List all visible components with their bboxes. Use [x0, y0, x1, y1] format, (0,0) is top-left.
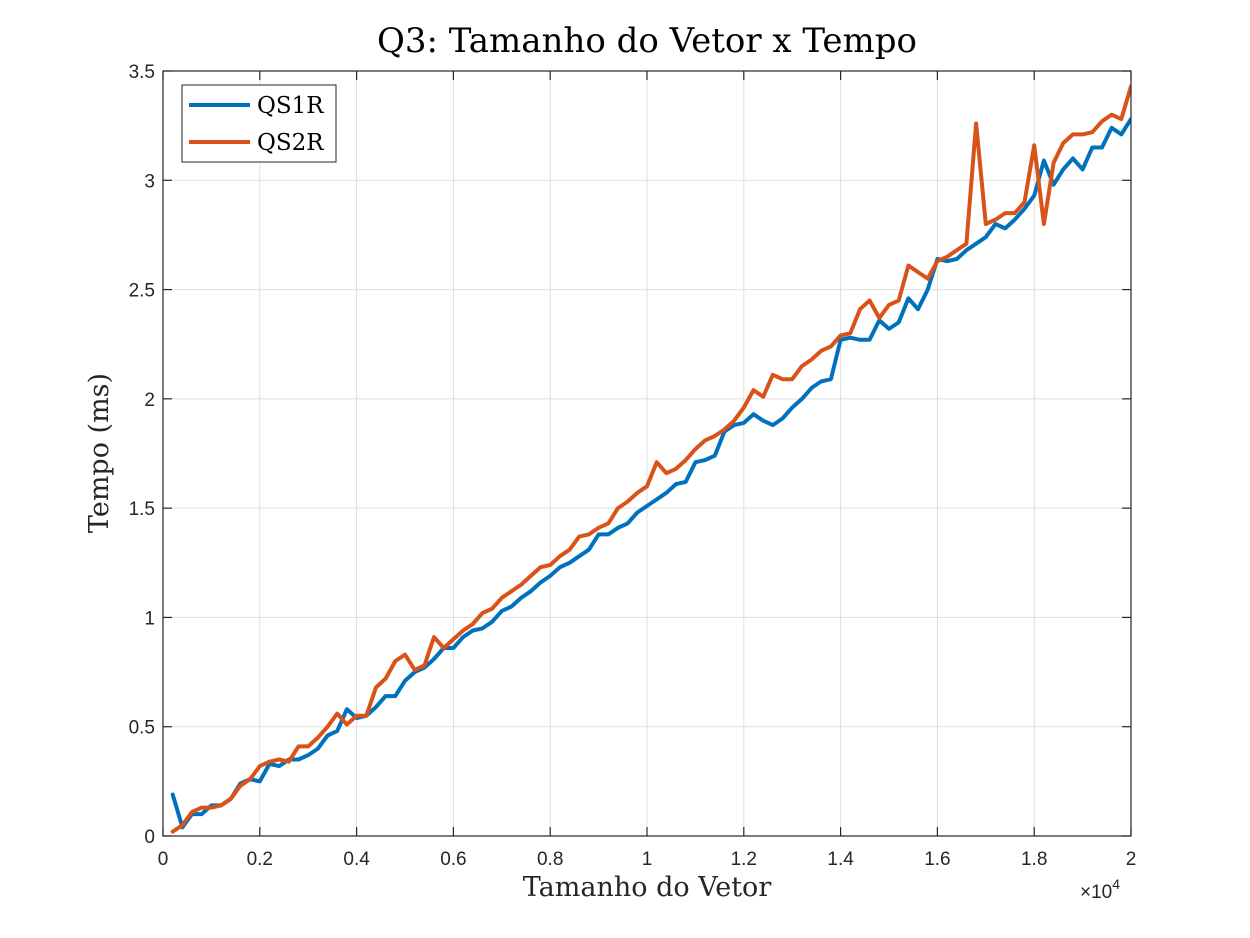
- x-tick-label: 0.6: [440, 849, 466, 870]
- y-tick-label: 0: [144, 827, 155, 848]
- y-tick-label: 3.5: [129, 62, 155, 83]
- y-tick-label: 2: [144, 390, 155, 411]
- legend-label-qs1r: QS1R: [257, 93, 324, 119]
- y-tick-label: 3: [144, 171, 155, 192]
- x-exponent-base: ×10: [1080, 882, 1112, 903]
- chart-title: Q3: Tamanho do Vetor x Tempo: [377, 21, 917, 61]
- x-tick-label: 1.2: [731, 849, 757, 870]
- x-axis-label: Tamanho do Vetor: [523, 872, 772, 903]
- y-tick-label: 1: [144, 608, 155, 629]
- axis-ticks: 0 0.2 0.4 0.6 0.8 1 1.2 1.4 1.6 1.8 2 0 0.5 1 1.5 2 2.5 3…: [129, 62, 1137, 870]
- x-tick-label: 1.8: [1021, 849, 1047, 870]
- x-exponent-power: 4: [1112, 876, 1120, 892]
- x-tick-label: 1.6: [924, 849, 950, 870]
- legend: QS1R QS2R: [181, 84, 337, 163]
- series-line-qs2r: [170, 84, 1131, 834]
- grid: [162, 70, 1132, 837]
- legend-box: [181, 84, 337, 163]
- series-line-qs1r: [170, 117, 1131, 830]
- x-tick-label: 0.4: [343, 849, 370, 870]
- legend-label-qs2r: QS2R: [257, 130, 324, 156]
- series-lines: [170, 84, 1131, 834]
- y-tick-label: 2.5: [129, 281, 155, 302]
- x-tick-label: 2: [1126, 849, 1137, 870]
- x-exponent-label: ×104: [1080, 876, 1120, 903]
- x-tick-label: 1: [642, 849, 653, 870]
- x-tick-label: 0.2: [247, 849, 273, 870]
- x-tick-label: 0.8: [537, 849, 563, 870]
- y-tick-label: 1.5: [129, 499, 155, 520]
- x-tick-label: 1.4: [827, 849, 854, 870]
- y-axis-label: Tempo (ms): [84, 373, 115, 533]
- x-tick-label: 0: [158, 849, 169, 870]
- y-tick-label: 0.5: [129, 718, 155, 739]
